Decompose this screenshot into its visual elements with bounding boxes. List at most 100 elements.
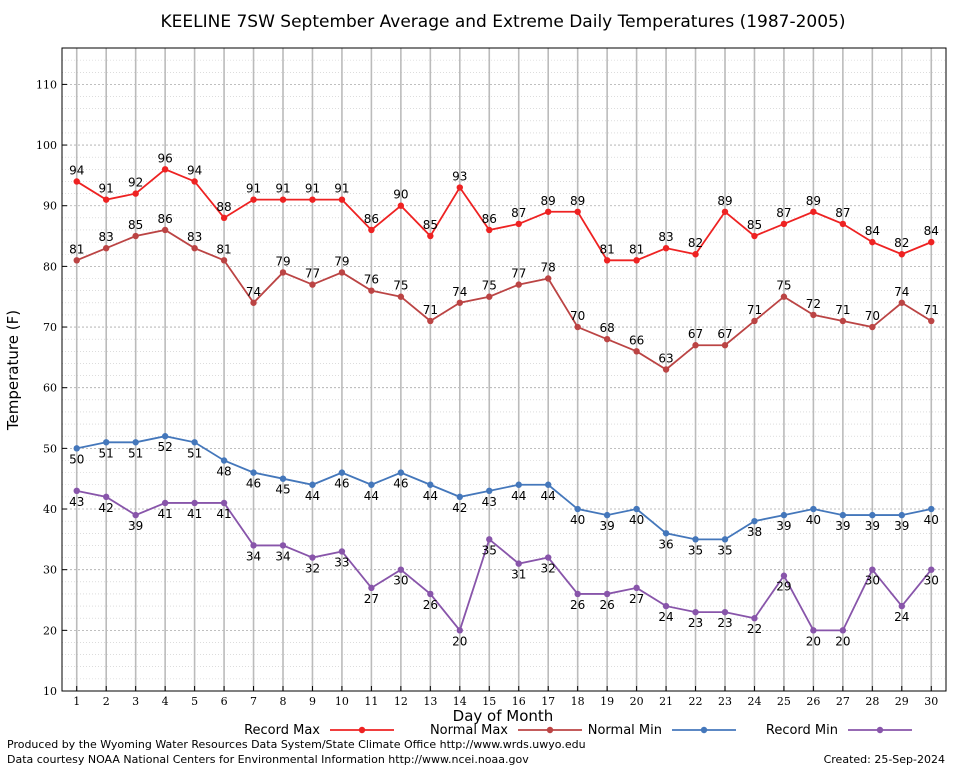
- data-label-record-max: 88: [216, 200, 231, 214]
- y-tick-label: 60: [43, 382, 57, 395]
- point-record-min: [220, 499, 228, 507]
- point-normal-min: [721, 536, 729, 543]
- point-record-max: [545, 208, 552, 215]
- data-label-record-max: 89: [806, 194, 821, 208]
- point-record-max: [839, 220, 847, 228]
- point-normal-min: [368, 481, 375, 488]
- data-label-normal-max: 81: [216, 242, 231, 256]
- data-label-record-min: 30: [393, 574, 408, 588]
- point-record-max: [603, 257, 611, 264]
- point-record-max: [692, 251, 699, 258]
- point-record-max: [869, 238, 876, 246]
- data-label-normal-min: 44: [541, 489, 556, 503]
- point-record-min: [545, 554, 552, 561]
- x-tick-label: 4: [162, 695, 169, 708]
- data-label-normal-min: 39: [865, 519, 880, 533]
- point-record-max: [574, 208, 581, 215]
- data-label-record-max: 92: [128, 176, 143, 190]
- point-normal-min: [191, 439, 198, 446]
- point-normal-max: [456, 299, 463, 306]
- data-label-normal-max: 75: [776, 279, 791, 293]
- data-label-normal-max: 75: [482, 279, 497, 293]
- data-label-record-max: 94: [187, 163, 202, 177]
- data-label-record-min: 20: [835, 634, 850, 648]
- data-label-record-max: 84: [865, 224, 880, 238]
- point-normal-min: [928, 505, 935, 513]
- data-label-record-max: 86: [364, 212, 379, 226]
- data-label-record-min: 39: [128, 519, 143, 533]
- y-tick-label: 30: [43, 564, 57, 577]
- line-normal-max: [76, 229, 932, 371]
- point-record-max: [73, 178, 80, 185]
- point-normal-min: [161, 433, 169, 440]
- data-label-record-min: 32: [305, 562, 320, 576]
- y-tick-label: 110: [36, 78, 57, 91]
- point-record-min: [574, 590, 581, 598]
- data-label-normal-min: 40: [924, 513, 939, 527]
- point-normal-min: [780, 511, 788, 519]
- data-label-normal-max: 76: [364, 273, 379, 287]
- data-label-normal-max: 83: [99, 230, 114, 244]
- data-label-normal-max: 71: [835, 303, 850, 317]
- point-record-min: [132, 511, 139, 519]
- point-normal-max: [486, 293, 493, 300]
- point-record-max: [132, 190, 139, 197]
- x-tick-label: 16: [512, 695, 526, 708]
- data-label-record-max: 94: [69, 163, 84, 177]
- point-record-min: [250, 542, 257, 549]
- point-normal-max: [427, 317, 434, 325]
- x-tick-label: 11: [364, 695, 378, 708]
- chart-title: KEELINE 7SW September Average and Extrem…: [160, 12, 845, 32]
- data-label-normal-max: 71: [747, 303, 762, 317]
- data-label-record-max: 81: [629, 242, 644, 256]
- point-normal-min: [810, 505, 817, 513]
- data-label-normal-min: 35: [717, 543, 732, 557]
- data-label-record-min: 26: [423, 598, 438, 612]
- data-label-record-min: 24: [894, 610, 909, 624]
- point-record-min: [73, 487, 80, 495]
- data-label-record-max: 82: [894, 236, 909, 250]
- point-normal-min: [456, 493, 463, 501]
- point-record-max: [397, 202, 405, 209]
- x-tick-label: 22: [689, 695, 703, 708]
- point-normal-max: [545, 275, 552, 282]
- data-label-record-max: 91: [305, 182, 320, 196]
- x-tick-label: 10: [335, 695, 349, 708]
- data-label-normal-max: 83: [187, 230, 202, 244]
- data-label-record-min: 41: [187, 507, 202, 521]
- y-tick-label: 90: [43, 200, 57, 213]
- point-normal-max: [250, 299, 257, 306]
- point-normal-min: [132, 439, 139, 446]
- x-tick-label: 27: [836, 695, 850, 708]
- point-normal-max: [928, 317, 935, 325]
- data-label-normal-min: 40: [570, 513, 585, 527]
- data-label-record-min: 27: [364, 592, 379, 606]
- data-label-record-max: 82: [688, 236, 703, 250]
- point-normal-max: [161, 226, 169, 234]
- point-normal-max: [839, 317, 847, 325]
- line-record-max: [76, 168, 932, 262]
- point-record-max: [633, 257, 640, 264]
- point-normal-min: [73, 445, 80, 452]
- data-label-record-min: 29: [776, 580, 791, 594]
- data-label-record-min: 42: [99, 501, 114, 515]
- x-tick-label: 18: [571, 695, 585, 708]
- point-record-min: [338, 548, 346, 555]
- data-label-record-min: 32: [541, 562, 556, 576]
- x-tick-label: 26: [806, 695, 820, 708]
- point-normal-min: [427, 481, 434, 488]
- data-label-record-max: 96: [157, 151, 172, 165]
- data-label-record-max: 84: [924, 224, 939, 238]
- point-normal-max: [338, 269, 346, 276]
- x-tick-label: 8: [280, 695, 287, 708]
- point-record-max: [928, 238, 935, 246]
- data-label-normal-min: 40: [629, 513, 644, 527]
- data-label-record-max: 89: [717, 194, 732, 208]
- data-label-normal-max: 63: [658, 352, 673, 366]
- data-label-record-min: 27: [629, 592, 644, 606]
- data-label-normal-max: 85: [128, 218, 143, 232]
- x-tick-label: 20: [630, 695, 644, 708]
- data-label-record-min: 23: [717, 616, 732, 630]
- point-normal-max: [73, 257, 80, 264]
